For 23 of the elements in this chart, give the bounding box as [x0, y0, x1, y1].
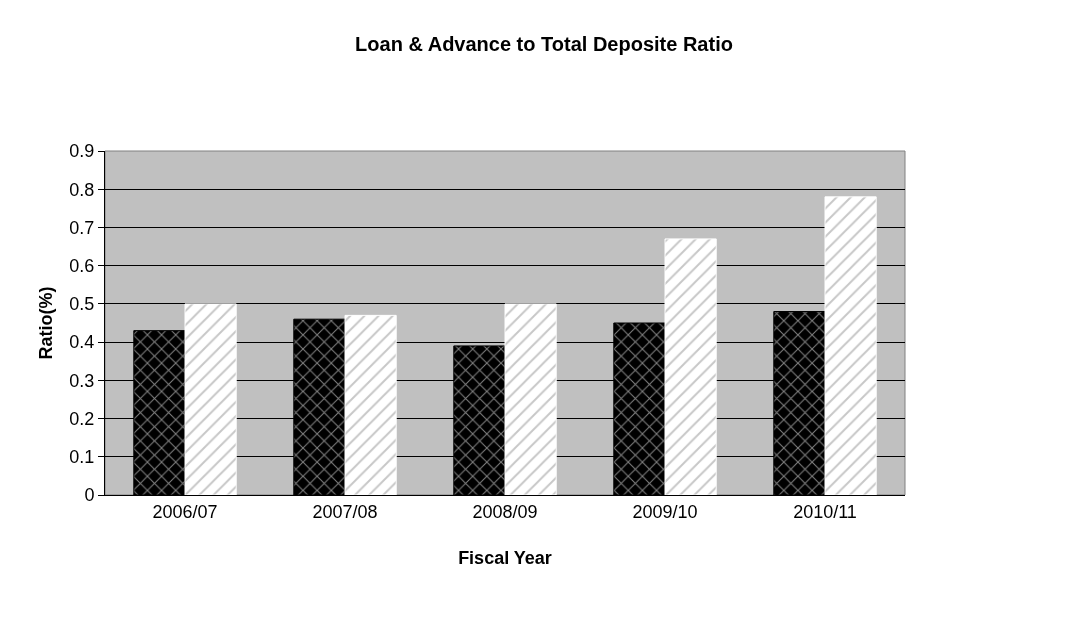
- x-tick-label: 2008/09: [472, 501, 538, 522]
- y-tick-label: 0.3: [69, 370, 95, 391]
- y-tick-label: 0.7: [69, 217, 95, 238]
- y-tick-label: 0.2: [69, 408, 95, 429]
- y-tick-label: 0.9: [69, 141, 95, 162]
- bar: [184, 303, 237, 495]
- y-axis-title: Ratio(%): [35, 286, 56, 360]
- x-tick-label: 2009/10: [632, 501, 698, 522]
- y-tick-label: 0.4: [69, 332, 95, 353]
- bar: [664, 238, 717, 495]
- y-tick-label: 0.1: [69, 447, 95, 468]
- x-tick-label: 2007/08: [312, 501, 378, 522]
- x-tick-label: 2010/11: [793, 501, 857, 522]
- bar: [824, 196, 877, 495]
- y-tick-label: 0: [84, 485, 95, 506]
- x-tick-label: 2006/07: [152, 501, 218, 522]
- x-axis-title: Fiscal Year: [458, 547, 552, 568]
- bar: [344, 314, 397, 495]
- chart-title: Loan & Advance to Total Deposite Ratio: [355, 32, 733, 55]
- y-tick-label: 0.5: [69, 294, 95, 315]
- bar: [504, 303, 557, 495]
- y-tick-label: 0.8: [69, 179, 95, 200]
- y-tick-label: 0.6: [69, 255, 95, 276]
